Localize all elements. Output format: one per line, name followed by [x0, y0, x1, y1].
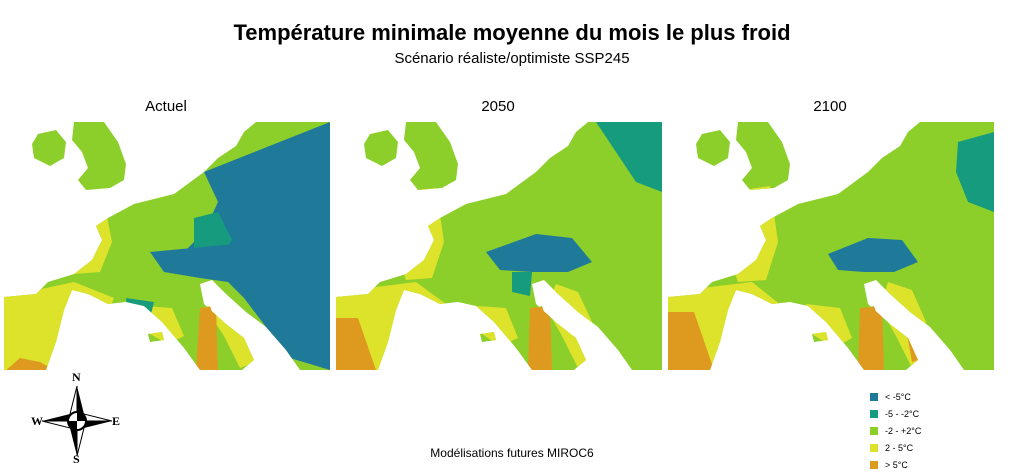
legend-swatch [870, 392, 878, 401]
legend-swatch [870, 426, 878, 435]
map-2100 [668, 122, 994, 370]
compass-north: N [72, 370, 81, 384]
panel-label-2050: 2050 [481, 98, 515, 115]
legend-item: < -5°C [870, 388, 1010, 405]
legend: < -5°C -5 - -2°C -2 - +2°C 2 - 5°C > 5°C [870, 388, 1010, 473]
panel-label-actuel: Actuel [145, 98, 187, 115]
compass-south: S [73, 452, 80, 466]
legend-item: -5 - -2°C [870, 405, 1010, 422]
map-actuel [4, 122, 330, 370]
legend-swatch [870, 409, 878, 418]
legend-label: -2 - +2°C [885, 425, 922, 436]
legend-label: > 5°C [885, 459, 908, 470]
compass-west: W [31, 414, 43, 428]
footer-note: Modélisations futures MIROC6 [430, 446, 594, 460]
legend-item: -2 - +2°C [870, 422, 1010, 439]
legend-swatch [870, 460, 878, 469]
compass-east: E [112, 414, 121, 428]
legend-item: 2 - 5°C [870, 439, 1010, 456]
legend-label: -5 - -2°C [885, 408, 920, 419]
legend-swatch [870, 443, 878, 452]
map-2050 [336, 122, 662, 370]
map-subtitle: Scénario réaliste/optimiste SSP245 [394, 50, 630, 67]
panel-label-2100: 2100 [813, 98, 847, 115]
legend-label: 2 - 5°C [885, 442, 914, 453]
compass-rose-icon: N S W E [31, 370, 121, 466]
legend-label: < -5°C [885, 391, 911, 402]
map-title: Température minimale moyenne du mois le … [233, 20, 791, 45]
